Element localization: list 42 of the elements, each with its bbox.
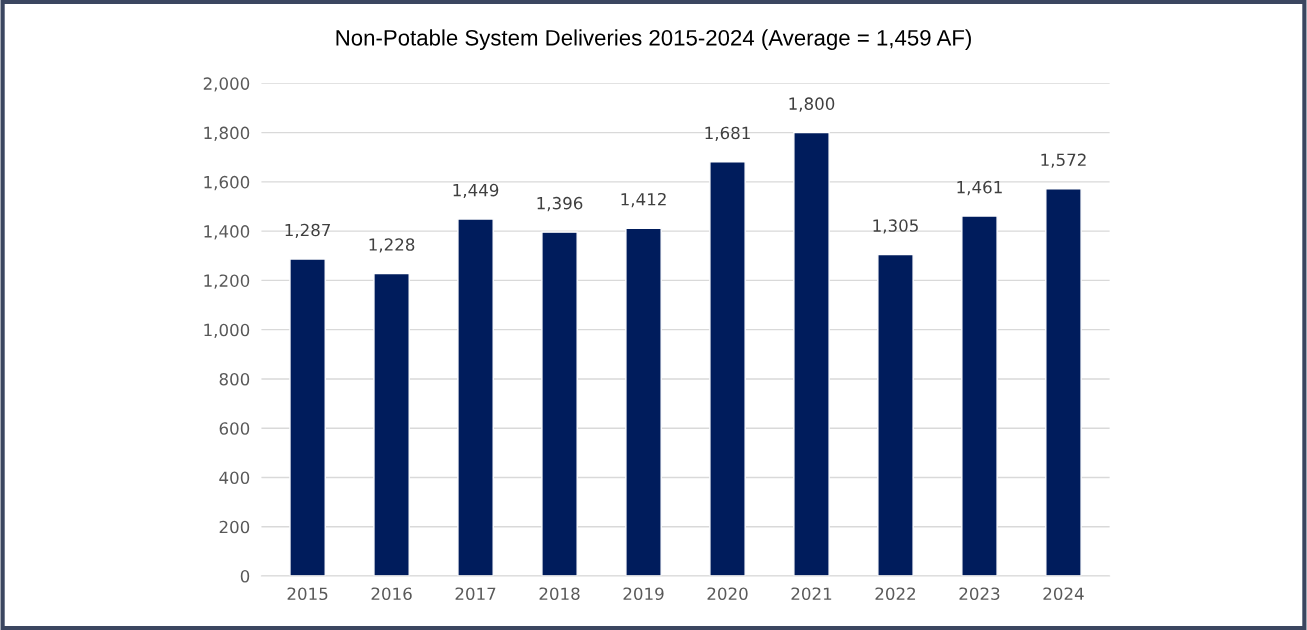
data-label: 1,800 xyxy=(789,97,835,112)
bar xyxy=(793,131,830,577)
x-tick-label: 2020 xyxy=(707,587,748,601)
data-label: 1,396 xyxy=(537,196,583,212)
y-tick-label: 1,400 xyxy=(204,225,250,240)
data-label: 1,305 xyxy=(873,219,918,234)
data-label: 1,228 xyxy=(369,238,415,253)
y-tick-label: 2,000 xyxy=(203,77,250,92)
x-tick-label: 2021 xyxy=(791,587,832,601)
y-tick-label: 1,200 xyxy=(204,274,250,289)
y-tick-label: 0 xyxy=(240,569,250,583)
bar xyxy=(541,231,578,577)
x-tick-label: 2017 xyxy=(455,587,496,601)
data-label: 1,287 xyxy=(285,223,331,239)
bar xyxy=(1045,188,1082,577)
data-label: 1,572 xyxy=(1041,153,1086,168)
y-tick-label: 400 xyxy=(219,471,250,485)
bar xyxy=(289,258,326,577)
bar xyxy=(457,218,494,577)
x-tick-label: 2024 xyxy=(1043,587,1084,601)
chart-title: Non-Potable System Deliveries 2015-2024 (Average = 1,459 AF) xyxy=(336,29,971,51)
x-tick-label: 2019 xyxy=(623,587,664,601)
y-tick-label: 1,800 xyxy=(204,126,250,141)
data-label: 1,449 xyxy=(453,183,499,199)
y-tick-label: 200 xyxy=(219,520,250,534)
data-label: 1,461 xyxy=(957,180,1002,196)
x-tick-label: 2018 xyxy=(539,587,580,601)
y-tick-label: 1,000 xyxy=(204,323,250,338)
bar xyxy=(877,253,914,577)
y-tick-label: 600 xyxy=(219,422,250,435)
x-tick-label: 2022 xyxy=(875,587,916,601)
x-tick-label: 2023 xyxy=(959,587,1000,601)
x-tick-label: 2016 xyxy=(371,587,412,601)
bar xyxy=(709,161,746,577)
bar xyxy=(373,272,410,577)
y-tick-label: 1,600 xyxy=(204,175,250,191)
data-label: 1,681 xyxy=(705,126,750,141)
bar xyxy=(625,227,662,577)
bar xyxy=(961,215,998,577)
y-tick-label: 800 xyxy=(219,372,250,386)
x-tick-label: 2015 xyxy=(287,587,328,601)
data-label: 1,412 xyxy=(621,192,666,208)
